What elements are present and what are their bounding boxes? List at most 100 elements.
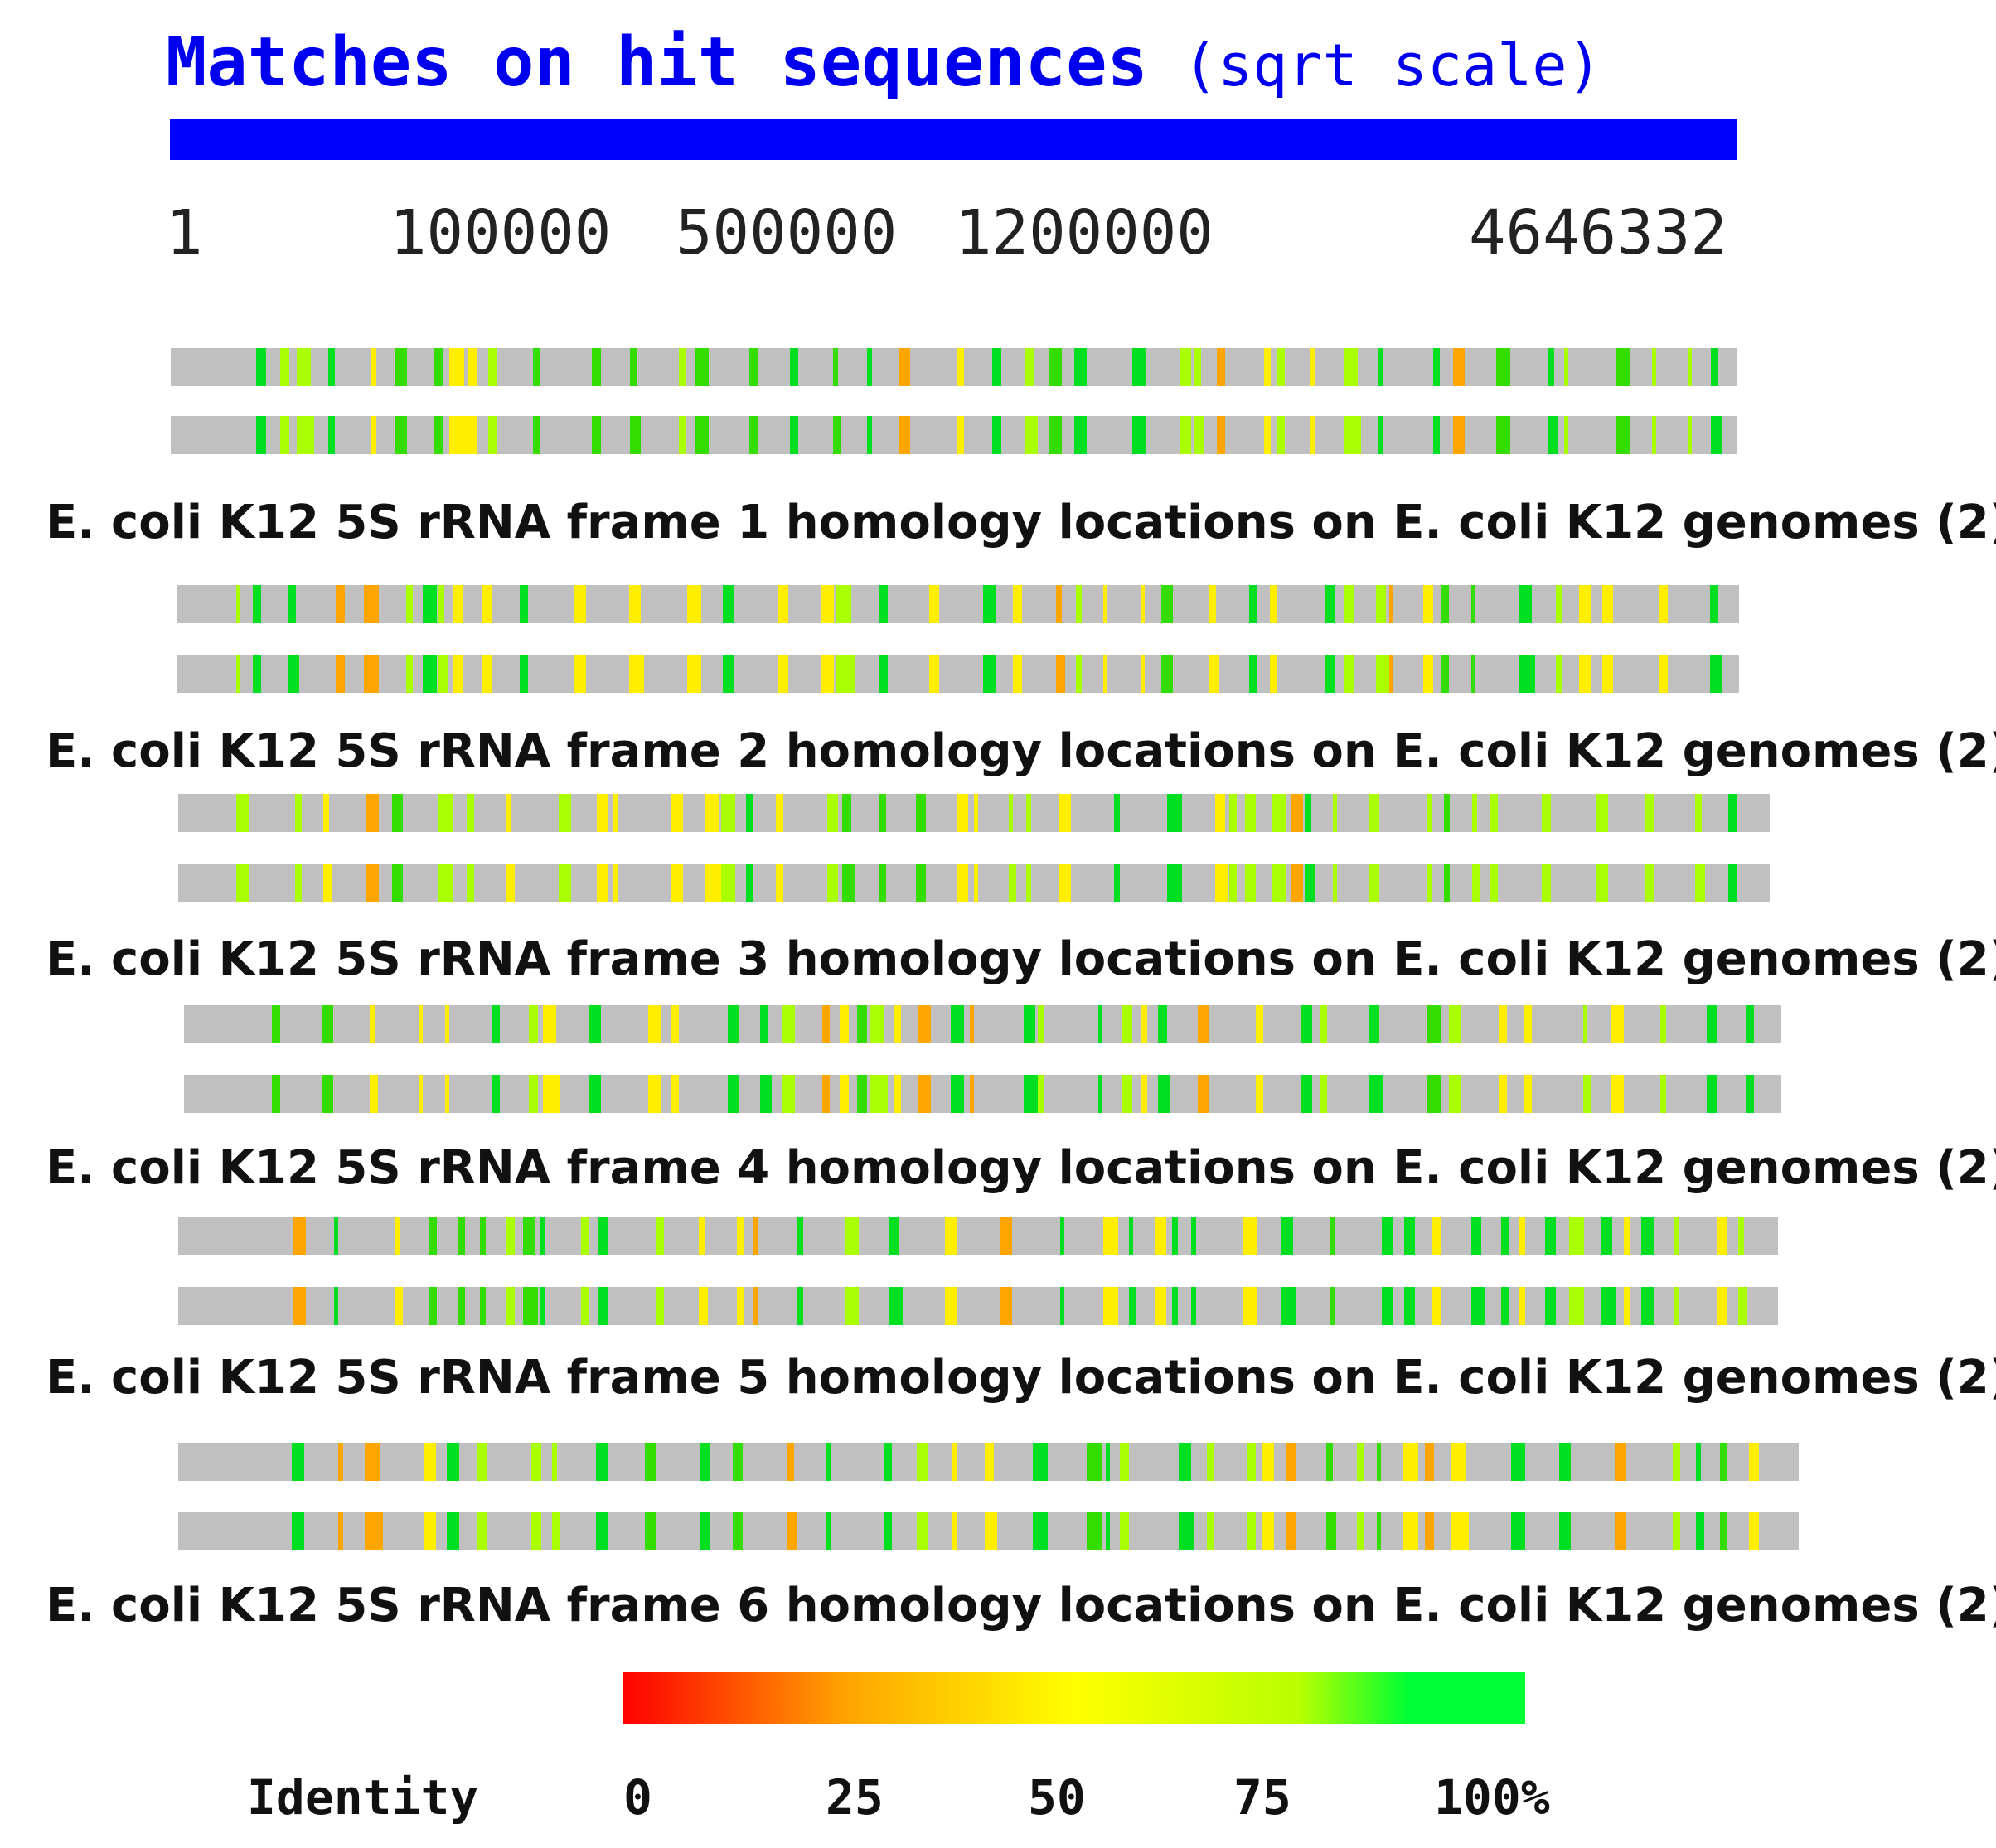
homology-match-mark xyxy=(1141,1075,1147,1113)
homology-match-mark xyxy=(1641,1217,1654,1255)
homology-match-mark xyxy=(1000,1287,1012,1325)
homology-match-mark xyxy=(1688,348,1692,386)
homology-match-mark xyxy=(916,794,926,832)
frame-label: E. coli K12 5S rRNA frame 3 homology loc… xyxy=(46,932,1996,986)
homology-match-mark xyxy=(1559,1512,1571,1550)
homology-match-mark xyxy=(1652,416,1656,454)
homology-match-mark xyxy=(1247,1512,1256,1550)
homology-match-mark xyxy=(826,1443,831,1481)
homology-track xyxy=(184,1005,1781,1043)
homology-match-mark xyxy=(1569,1287,1584,1325)
homology-match-mark xyxy=(364,655,379,693)
homology-match-mark xyxy=(613,794,618,832)
homology-match-mark xyxy=(322,1075,333,1113)
homology-match-mark xyxy=(1059,864,1071,902)
homology-match-mark xyxy=(1013,585,1022,623)
homology-match-mark xyxy=(1673,1512,1680,1550)
homology-match-mark xyxy=(1009,864,1016,902)
homology-match-mark xyxy=(1496,416,1510,454)
homology-match-mark xyxy=(1243,1217,1257,1255)
homology-match-mark xyxy=(1106,1512,1110,1550)
homology-match-mark xyxy=(1564,348,1568,386)
homology-match-mark xyxy=(1378,348,1383,386)
homology-match-mark xyxy=(1403,1443,1418,1481)
homology-match-mark xyxy=(434,416,443,454)
homology-match-mark xyxy=(957,794,968,832)
homology-match-mark xyxy=(533,348,540,386)
homology-track xyxy=(178,864,1770,902)
homology-match-mark xyxy=(1519,1287,1525,1325)
homology-match-mark xyxy=(671,1075,679,1113)
homology-match-mark xyxy=(1320,1075,1327,1113)
homology-match-mark xyxy=(1059,794,1071,832)
legend-title: Identity xyxy=(247,1769,479,1826)
homology-match-mark xyxy=(687,655,701,693)
homology-match-mark xyxy=(1382,1287,1393,1325)
homology-match-mark xyxy=(1209,585,1216,623)
homology-match-mark xyxy=(1074,416,1087,454)
homology-match-mark xyxy=(753,1287,758,1325)
homology-match-mark xyxy=(1695,864,1705,902)
homology-match-mark xyxy=(1277,348,1285,386)
homology-match-mark xyxy=(1326,1443,1333,1481)
homology-match-mark xyxy=(1209,655,1219,693)
homology-match-mark xyxy=(1141,585,1145,623)
homology-match-mark xyxy=(700,1443,710,1481)
homology-match-mark xyxy=(1305,864,1315,902)
homology-match-mark xyxy=(1616,348,1630,386)
homology-match-mark xyxy=(543,1075,560,1113)
homology-match-mark xyxy=(1369,864,1379,902)
homology-match-mark xyxy=(749,348,758,386)
homology-match-mark xyxy=(365,1443,380,1481)
homology-match-mark xyxy=(1207,1443,1214,1481)
homology-match-mark xyxy=(492,1075,500,1113)
homology-match-mark xyxy=(889,1217,899,1255)
homology-match-mark xyxy=(1369,1075,1383,1113)
homology-match-mark xyxy=(899,416,910,454)
homology-match-mark xyxy=(467,794,474,832)
homology-match-mark xyxy=(778,655,788,693)
homology-match-mark xyxy=(581,1217,589,1255)
homology-match-mark xyxy=(1132,416,1146,454)
homology-match-mark xyxy=(424,1512,436,1550)
homology-match-mark xyxy=(1377,1512,1381,1550)
homology-match-mark xyxy=(540,1287,545,1325)
title-sub: (sqrt scale) xyxy=(1183,31,1602,99)
homology-match-mark xyxy=(957,864,968,902)
homology-match-mark xyxy=(648,1075,661,1113)
homology-match-mark xyxy=(592,416,601,454)
homology-match-mark xyxy=(917,1443,928,1481)
homology-match-mark xyxy=(1087,1443,1102,1481)
homology-match-mark xyxy=(1167,864,1182,902)
homology-match-mark xyxy=(552,1512,560,1550)
homology-track xyxy=(178,1443,1799,1481)
homology-match-mark xyxy=(458,1217,465,1255)
homology-match-mark xyxy=(1172,1217,1178,1255)
homology-match-mark xyxy=(983,585,996,623)
homology-match-mark xyxy=(836,655,855,693)
homology-match-mark xyxy=(1688,416,1692,454)
homology-match-mark xyxy=(1301,1075,1312,1113)
homology-match-mark xyxy=(1404,1287,1415,1325)
homology-match-mark xyxy=(1074,348,1087,386)
homology-match-mark xyxy=(482,655,492,693)
genome-scale-bar xyxy=(170,119,1737,160)
homology-match-mark xyxy=(445,1075,449,1113)
homology-match-mark xyxy=(1542,864,1551,902)
homology-match-mark xyxy=(453,655,463,693)
homology-match-mark xyxy=(842,864,855,902)
homology-match-mark xyxy=(1087,1512,1102,1550)
homology-match-mark xyxy=(870,1075,888,1113)
homology-match-mark xyxy=(1161,585,1173,623)
scale-tick-500000: 500000 xyxy=(676,197,898,268)
homology-match-mark xyxy=(1264,348,1271,386)
homology-match-mark xyxy=(746,794,753,832)
homology-match-mark xyxy=(1519,655,1535,693)
homology-match-mark xyxy=(1024,1005,1035,1043)
homology-match-mark xyxy=(656,1217,664,1255)
homology-match-mark xyxy=(1013,655,1022,693)
homology-match-mark xyxy=(1217,348,1225,386)
homology-match-mark xyxy=(533,416,540,454)
homology-match-mark xyxy=(728,1005,739,1043)
homology-match-mark xyxy=(523,1217,535,1255)
